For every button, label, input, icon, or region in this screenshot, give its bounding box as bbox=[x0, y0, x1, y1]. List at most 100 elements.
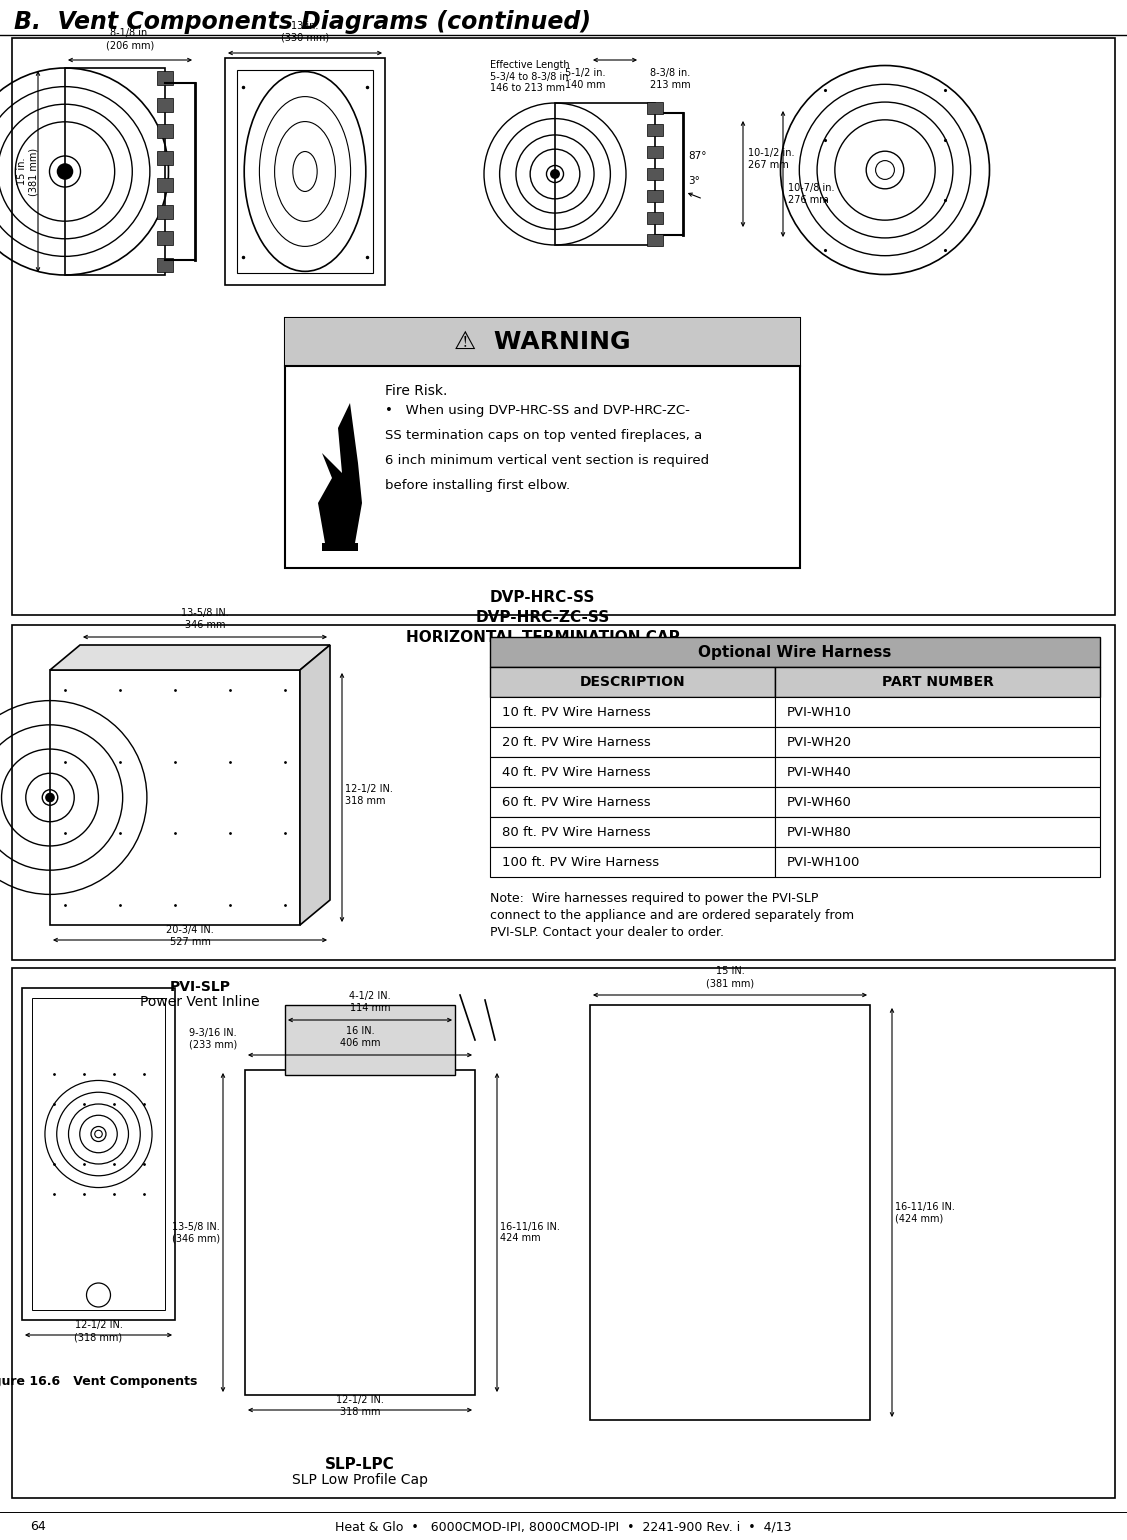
Text: 8-1/8 in.
(206 mm): 8-1/8 in. (206 mm) bbox=[106, 28, 154, 49]
Bar bbox=[775, 818, 1100, 847]
Text: 20 ft. PV Wire Harness: 20 ft. PV Wire Harness bbox=[502, 736, 650, 748]
Text: 60 ft. PV Wire Harness: 60 ft. PV Wire Harness bbox=[502, 796, 650, 809]
Text: 40 ft. PV Wire Harness: 40 ft. PV Wire Harness bbox=[502, 765, 650, 779]
Bar bbox=[322, 544, 358, 551]
Bar bbox=[647, 234, 663, 246]
Text: 5-1/2 in.
140 mm: 5-1/2 in. 140 mm bbox=[565, 68, 605, 89]
Bar bbox=[157, 231, 174, 245]
Text: DESCRIPTION: DESCRIPTION bbox=[579, 675, 685, 688]
Bar bbox=[647, 213, 663, 223]
Bar bbox=[157, 259, 174, 273]
Text: PVI-WH60: PVI-WH60 bbox=[787, 796, 852, 809]
Bar bbox=[554, 103, 655, 245]
Text: 9-3/16 IN.
(233 mm): 9-3/16 IN. (233 mm) bbox=[188, 1029, 237, 1050]
Bar bbox=[647, 125, 663, 136]
Bar bbox=[50, 670, 300, 926]
Text: Figure 16.6   Vent Components: Figure 16.6 Vent Components bbox=[0, 1375, 197, 1388]
Polygon shape bbox=[300, 645, 330, 926]
Text: PVI-WH80: PVI-WH80 bbox=[787, 825, 852, 838]
Bar bbox=[775, 667, 1100, 698]
Text: PVI-SLP. Contact your dealer to order.: PVI-SLP. Contact your dealer to order. bbox=[490, 926, 724, 939]
Bar bbox=[490, 638, 1100, 667]
Text: 64: 64 bbox=[30, 1520, 46, 1534]
Text: 3°: 3° bbox=[687, 176, 700, 186]
Bar bbox=[775, 847, 1100, 876]
Text: DVP-HRC-ZC-SS: DVP-HRC-ZC-SS bbox=[476, 610, 610, 625]
Bar bbox=[490, 818, 775, 847]
Bar bbox=[157, 97, 174, 112]
Circle shape bbox=[550, 169, 560, 179]
Text: Note:  Wire harnesses required to power the PVI-SLP: Note: Wire harnesses required to power t… bbox=[490, 892, 818, 906]
Text: •   When using DVP-HRC-SS and DVP-HRC-ZC-: • When using DVP-HRC-SS and DVP-HRC-ZC- bbox=[385, 403, 690, 417]
Bar bbox=[775, 698, 1100, 727]
Text: SLP Low Profile Cap: SLP Low Profile Cap bbox=[292, 1472, 428, 1488]
Bar bbox=[490, 758, 775, 787]
Text: Optional Wire Harness: Optional Wire Harness bbox=[699, 645, 891, 659]
Bar bbox=[157, 71, 174, 85]
Text: PART NUMBER: PART NUMBER bbox=[881, 675, 993, 688]
Text: 10-7/8 in.
276 mm: 10-7/8 in. 276 mm bbox=[788, 183, 834, 205]
Bar bbox=[490, 847, 775, 876]
Text: PVI-WH40: PVI-WH40 bbox=[787, 765, 852, 779]
Text: 4-1/2 IN.
114 mm: 4-1/2 IN. 114 mm bbox=[349, 992, 391, 1013]
Text: 15 IN.
(381 mm): 15 IN. (381 mm) bbox=[706, 967, 754, 989]
Bar bbox=[775, 758, 1100, 787]
Text: 87°: 87° bbox=[687, 151, 707, 162]
Text: 16-11/16 IN.
424 mm: 16-11/16 IN. 424 mm bbox=[500, 1221, 560, 1243]
Text: Effective Length
5-3/4 to 8-3/8 in.
146 to 213 mm: Effective Length 5-3/4 to 8-3/8 in. 146 … bbox=[490, 60, 571, 94]
Bar bbox=[490, 698, 775, 727]
Bar bbox=[490, 787, 775, 818]
Text: 6 inch minimum vertical vent section is required: 6 inch minimum vertical vent section is … bbox=[385, 454, 709, 467]
Text: 80 ft. PV Wire Harness: 80 ft. PV Wire Harness bbox=[502, 825, 650, 838]
Bar bbox=[490, 667, 775, 698]
Circle shape bbox=[56, 163, 73, 180]
Text: 10-1/2 in.
267 mm: 10-1/2 in. 267 mm bbox=[748, 148, 795, 169]
Polygon shape bbox=[50, 645, 330, 670]
Circle shape bbox=[45, 793, 55, 802]
Text: 16-11/16 IN.
(424 mm): 16-11/16 IN. (424 mm) bbox=[895, 1201, 955, 1223]
Bar bbox=[157, 177, 174, 192]
Text: 13 in.
(330 mm): 13 in. (330 mm) bbox=[281, 22, 329, 43]
Text: 10 ft. PV Wire Harness: 10 ft. PV Wire Harness bbox=[502, 705, 650, 719]
Bar bbox=[285, 1006, 455, 1075]
Text: SLP-LPC: SLP-LPC bbox=[325, 1457, 394, 1472]
Bar bbox=[157, 205, 174, 219]
Text: PVI-WH100: PVI-WH100 bbox=[787, 856, 860, 869]
Text: 8-3/8 in.
213 mm: 8-3/8 in. 213 mm bbox=[649, 68, 691, 89]
Text: PVI-SLP: PVI-SLP bbox=[169, 979, 231, 993]
Bar bbox=[647, 189, 663, 202]
Text: B.  Vent Components Diagrams (continued): B. Vent Components Diagrams (continued) bbox=[14, 9, 591, 34]
Text: 12-1/2 IN.
(318 mm): 12-1/2 IN. (318 mm) bbox=[74, 1320, 123, 1341]
Text: 13-5/8 IN.
346 mm: 13-5/8 IN. 346 mm bbox=[181, 608, 229, 630]
Text: 12-1/2 IN.
318 mm: 12-1/2 IN. 318 mm bbox=[345, 784, 393, 805]
Text: DVP-HRC-SS: DVP-HRC-SS bbox=[490, 590, 595, 605]
Bar bbox=[65, 68, 165, 276]
Bar bbox=[490, 727, 775, 758]
Bar bbox=[157, 125, 174, 139]
Bar bbox=[12, 625, 1115, 959]
Bar bbox=[245, 1070, 474, 1395]
Bar bbox=[285, 317, 800, 367]
Bar bbox=[775, 787, 1100, 818]
Bar bbox=[647, 102, 663, 114]
Text: 15 in.
(381 mm): 15 in. (381 mm) bbox=[17, 148, 38, 196]
Bar bbox=[157, 151, 174, 165]
Bar bbox=[23, 989, 175, 1320]
Text: 13-5/8 IN.
(346 mm): 13-5/8 IN. (346 mm) bbox=[172, 1221, 220, 1243]
Text: Fire Risk.: Fire Risk. bbox=[385, 383, 447, 397]
Bar bbox=[647, 146, 663, 159]
Bar bbox=[285, 317, 800, 568]
Text: HORIZONTAL TERMINATION CAP: HORIZONTAL TERMINATION CAP bbox=[406, 630, 680, 645]
Text: 100 ft. PV Wire Harness: 100 ft. PV Wire Harness bbox=[502, 856, 659, 869]
Text: SS termination caps on top vented fireplaces, a: SS termination caps on top vented firepl… bbox=[385, 430, 702, 442]
Text: ⚠  WARNING: ⚠ WARNING bbox=[454, 330, 631, 354]
Bar bbox=[12, 38, 1115, 614]
Bar bbox=[775, 727, 1100, 758]
Bar bbox=[591, 1006, 870, 1420]
Text: PVI-WH20: PVI-WH20 bbox=[787, 736, 852, 748]
Bar bbox=[225, 59, 385, 285]
Text: Power Vent Inline: Power Vent Inline bbox=[140, 995, 260, 1009]
Text: 20-3/4 IN.
527 mm: 20-3/4 IN. 527 mm bbox=[166, 926, 214, 947]
Text: connect to the appliance and are ordered separately from: connect to the appliance and are ordered… bbox=[490, 909, 854, 922]
Bar bbox=[237, 69, 373, 273]
